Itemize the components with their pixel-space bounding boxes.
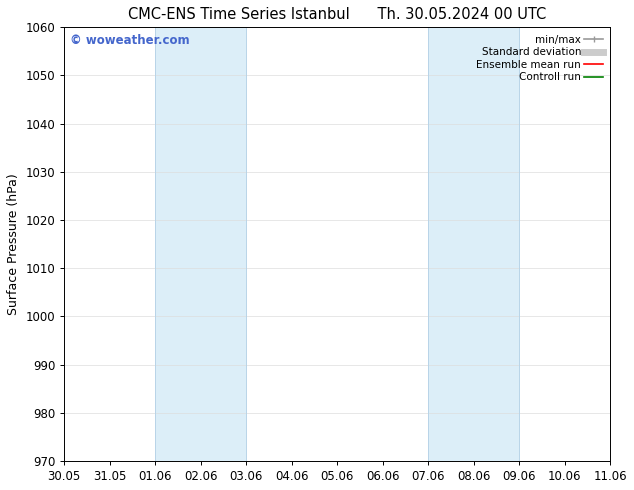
Title: CMC-ENS Time Series Istanbul      Th. 30.05.2024 00 UTC: CMC-ENS Time Series Istanbul Th. 30.05.2… [128,7,547,22]
Legend: min/max, Standard deviation, Ensemble mean run, Controll run: min/max, Standard deviation, Ensemble me… [474,32,605,84]
Bar [155,27,246,461]
Bar [428,27,519,461]
Text: © woweather.com: © woweather.com [70,34,190,47]
Y-axis label: Surface Pressure (hPa): Surface Pressure (hPa) [7,173,20,315]
